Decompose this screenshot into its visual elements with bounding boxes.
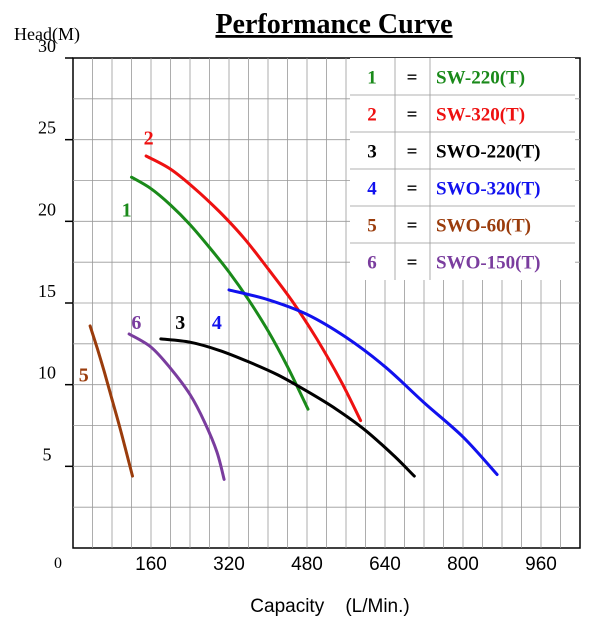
curve-series-1 [130,175,310,411]
legend-entry-1: 1 = SW-220(T) [367,68,525,89]
curve-series-2 [144,154,363,423]
legend-series-name: SW-320(T) [436,105,525,126]
legend-entry-3: 3 = SWO-220(T) [367,142,540,163]
legend-series-name: SWO-60(T) [436,216,531,237]
legend-series-name: SWO-320(T) [436,179,541,200]
x-tick-label: 160 [135,554,167,575]
legend-number: 2 [367,105,377,126]
x-tick-label: 640 [369,554,401,575]
y-tick-label: 15 [38,281,56,301]
legend-series-name: SW-220(T) [436,68,525,89]
curve-label-1: 1 [122,199,132,221]
x-tick-label: 960 [525,554,557,575]
legend-equals: = [407,216,418,237]
curve-series-5 [88,324,134,478]
legend-series-name: SWO-150(T) [436,253,541,274]
legend-entry-5: 5 = SWO-60(T) [367,216,531,237]
curve-label-6: 6 [131,312,141,334]
y-tick-label: 25 [38,118,56,138]
legend-equals: = [407,142,418,163]
legend-entry-2: 2 = SW-320(T) [367,105,525,126]
curve-series-6 [127,332,226,481]
legend-equals: = [407,253,418,274]
legend-equals: = [407,105,418,126]
legend-number: 5 [367,216,377,237]
y-tick-label: 10 [38,363,56,383]
curve-label-2: 2 [144,128,154,150]
curve-labels: 1 2 3 4 5 6 [79,128,222,387]
y-axis-label: Head(M) [14,24,80,45]
legend: 1 = SW-220(T) 2 = SW-320(T) 3 = SWO-220(T) 4 = SWO-… [350,58,575,280]
legend-equals: = [407,179,418,200]
curve-label-3: 3 [175,312,185,334]
x-axis-label: Capacity (L/Min.) [250,596,409,617]
x-tick-label: 320 [213,554,245,575]
curves [88,154,499,481]
x-tick-label: 0 [54,555,62,572]
x-tick-label: 480 [291,554,323,575]
x-tick-label: 800 [447,554,479,575]
curve-series-3 [159,337,416,478]
legend-number: 6 [367,253,377,274]
legend-equals: = [407,68,418,89]
chart-title: Performance Curve [215,9,452,40]
curve-series-4 [227,288,499,476]
legend-number: 4 [367,179,377,200]
legend-number: 1 [367,68,377,89]
y-tick-label: 20 [38,199,56,219]
legend-entry-6: 6 = SWO-150(T) [367,253,540,274]
curve-label-4: 4 [212,312,222,334]
y-tick-label: 30 [38,36,56,56]
legend-entry-4: 4 = SWO-320(T) [367,179,540,200]
legend-number: 3 [367,142,377,163]
y-tick-label: 5 [43,444,52,464]
legend-series-name: SWO-220(T) [436,142,541,163]
curve-label-5: 5 [79,364,89,386]
